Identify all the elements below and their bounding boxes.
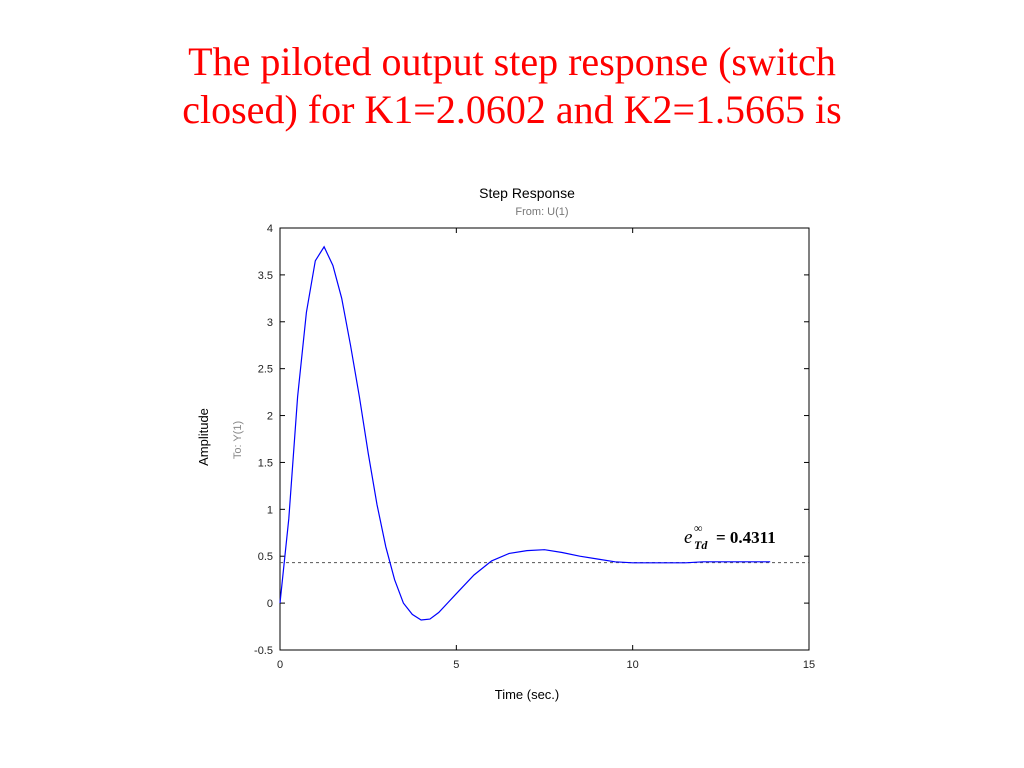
x-axis-label: Time (sec.) xyxy=(495,687,560,702)
slide-title-line-2: closed) for K1=2.0602 and K2=1.5665 is xyxy=(182,87,842,132)
x-tick-label: 0 xyxy=(277,659,283,671)
annotation-value: = 0.4311 xyxy=(716,528,776,547)
plot-area xyxy=(279,227,810,651)
y-axis-label: Amplitude xyxy=(196,408,211,466)
y-tick-label: 2.5 xyxy=(258,364,273,376)
y-tick-label: 0.5 xyxy=(258,551,273,563)
annotation-superscript: ∞ xyxy=(694,521,703,535)
slide-title-line-1: The piloted output step response (switch xyxy=(188,39,836,84)
x-tick-label: 5 xyxy=(453,659,459,671)
chart-subtitle: From: U(1) xyxy=(515,206,568,218)
y-tick-label: 3 xyxy=(267,317,273,329)
x-axis: 0 5 10 15 xyxy=(277,228,815,671)
slide-title: The piloted output step response (switch… xyxy=(0,38,1024,134)
y-tick-label: 0 xyxy=(267,598,273,610)
y-tick-label: -0.5 xyxy=(254,645,273,657)
annotation-subscript: Td xyxy=(694,538,708,552)
y-axis: -0.5 0 0.5 1 1.5 2 2.5 3 3.5 4 xyxy=(254,223,809,657)
y-tick-label: 1.5 xyxy=(258,457,273,469)
x-tick-label: 15 xyxy=(803,659,815,671)
y-tick-label: 3.5 xyxy=(258,270,273,282)
y-tick-label: 1 xyxy=(267,504,273,516)
steady-state-annotation: e ∞ Td = 0.4311 xyxy=(684,521,776,552)
chart-title: Step Response xyxy=(479,185,575,201)
annotation-symbol: e xyxy=(684,527,692,548)
series-line xyxy=(279,245,771,621)
y-tick-label: 4 xyxy=(267,223,273,235)
x-tick-label: 10 xyxy=(627,659,639,671)
y-tick-label: 2 xyxy=(267,411,273,423)
output-channel-label: To: Y(1) xyxy=(232,421,244,459)
